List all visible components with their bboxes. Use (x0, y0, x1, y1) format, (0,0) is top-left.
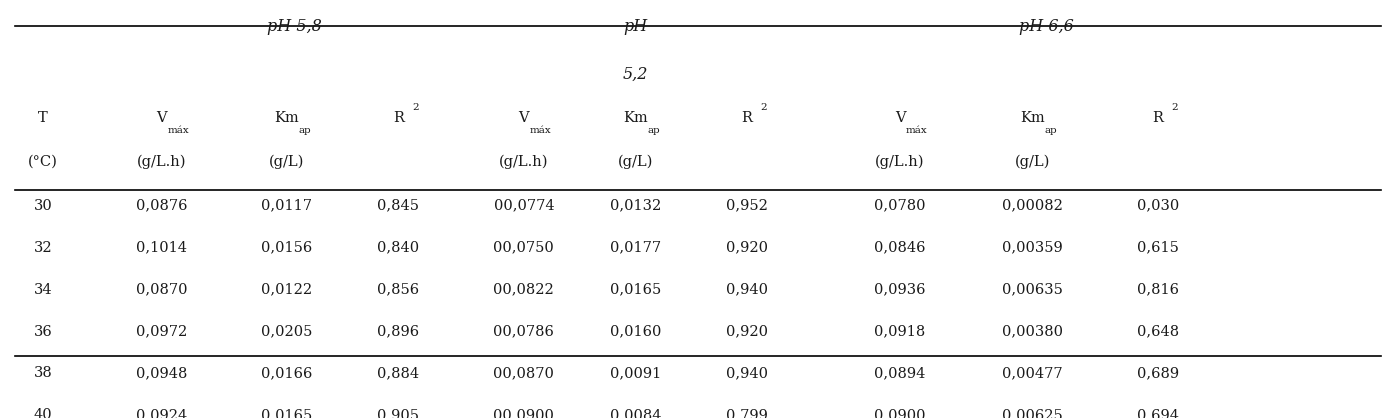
Text: pH: pH (623, 18, 648, 36)
Text: R: R (1152, 111, 1163, 125)
Text: 2: 2 (412, 103, 419, 112)
Text: ap: ap (1044, 126, 1057, 135)
Text: R: R (394, 111, 403, 125)
Text: 0,0117: 0,0117 (261, 199, 313, 213)
Text: 0,0084: 0,0084 (610, 408, 662, 418)
Text: 2: 2 (1171, 103, 1178, 112)
Text: máx: máx (529, 126, 551, 135)
Text: (g/L.h): (g/L.h) (875, 155, 924, 169)
Text: (g/L.h): (g/L.h) (137, 155, 186, 169)
Text: 0,030: 0,030 (1136, 199, 1178, 213)
Text: (g/L): (g/L) (1015, 155, 1050, 169)
Text: ap: ap (299, 126, 311, 135)
Text: 0,00477: 0,00477 (1002, 367, 1062, 380)
Text: 0,0972: 0,0972 (135, 324, 187, 339)
Text: 00,0822: 00,0822 (493, 283, 554, 296)
Text: 0,00359: 0,00359 (1002, 241, 1062, 255)
Text: 0,920: 0,920 (726, 241, 768, 255)
Text: 0,884: 0,884 (377, 367, 420, 380)
Text: 30: 30 (34, 199, 53, 213)
Text: R: R (741, 111, 752, 125)
Text: 40: 40 (34, 408, 53, 418)
Text: 0,905: 0,905 (377, 408, 419, 418)
Text: 32: 32 (34, 241, 53, 255)
Text: 0,694: 0,694 (1136, 408, 1178, 418)
Text: 0,0156: 0,0156 (261, 241, 313, 255)
Text: 0,940: 0,940 (726, 283, 768, 296)
Text: 0,0166: 0,0166 (261, 367, 313, 380)
Text: 0,0165: 0,0165 (261, 408, 313, 418)
Text: 00,0870: 00,0870 (493, 367, 554, 380)
Text: pH 6,6: pH 6,6 (1019, 18, 1074, 36)
Text: 0,845: 0,845 (377, 199, 419, 213)
Text: 0,0091: 0,0091 (610, 367, 660, 380)
Text: Km: Km (623, 111, 648, 125)
Text: V: V (518, 111, 529, 125)
Text: 00,0750: 00,0750 (493, 241, 554, 255)
Text: 0,00635: 0,00635 (1002, 283, 1062, 296)
Text: 0,0924: 0,0924 (135, 408, 187, 418)
Text: (g/L.h): (g/L.h) (500, 155, 549, 169)
Text: Km: Km (275, 111, 299, 125)
Text: máx: máx (906, 126, 927, 135)
Text: 00,0786: 00,0786 (493, 324, 554, 339)
Text: 0,840: 0,840 (377, 241, 420, 255)
Text: 0,940: 0,940 (726, 367, 768, 380)
Text: 38: 38 (34, 367, 53, 380)
Text: V: V (156, 111, 168, 125)
Text: 2: 2 (761, 103, 766, 112)
Text: 0,0122: 0,0122 (261, 283, 313, 296)
Text: 0,0918: 0,0918 (874, 324, 926, 339)
Text: 0,0160: 0,0160 (610, 324, 660, 339)
Text: 0,00625: 0,00625 (1002, 408, 1062, 418)
Text: (g/L): (g/L) (617, 155, 653, 169)
Text: 0,896: 0,896 (377, 324, 420, 339)
Text: 0,0165: 0,0165 (610, 283, 660, 296)
Text: 0,615: 0,615 (1136, 241, 1178, 255)
Text: pH 5,8: pH 5,8 (267, 18, 321, 36)
Text: 34: 34 (34, 283, 53, 296)
Text: 5,2: 5,2 (623, 66, 648, 83)
Text: 0,0894: 0,0894 (874, 367, 926, 380)
Text: 0,0876: 0,0876 (135, 199, 187, 213)
Text: 0,0948: 0,0948 (135, 367, 187, 380)
Text: 36: 36 (34, 324, 53, 339)
Text: 0,648: 0,648 (1136, 324, 1178, 339)
Text: ap: ap (648, 126, 660, 135)
Text: 0,0900: 0,0900 (874, 408, 926, 418)
Text: 0,856: 0,856 (377, 283, 420, 296)
Text: 0,0846: 0,0846 (874, 241, 926, 255)
Text: T: T (38, 111, 47, 125)
Text: 0,0780: 0,0780 (874, 199, 926, 213)
Text: (g/L): (g/L) (269, 155, 304, 169)
Text: 0,689: 0,689 (1136, 367, 1178, 380)
Text: 0,920: 0,920 (726, 324, 768, 339)
Text: V: V (895, 111, 906, 125)
Text: 0,799: 0,799 (726, 408, 768, 418)
Text: máx: máx (168, 126, 188, 135)
Text: 0,952: 0,952 (726, 199, 768, 213)
Text: 0,00380: 0,00380 (1002, 324, 1062, 339)
Text: 0,816: 0,816 (1136, 283, 1178, 296)
Text: Km: Km (1020, 111, 1044, 125)
Text: (°C): (°C) (28, 155, 59, 169)
Text: 0,00082: 0,00082 (1002, 199, 1062, 213)
Text: 0,0870: 0,0870 (135, 283, 187, 296)
Text: 0,0936: 0,0936 (874, 283, 926, 296)
Text: 0,0177: 0,0177 (610, 241, 660, 255)
Text: 0,1014: 0,1014 (135, 241, 187, 255)
Text: 00,0774: 00,0774 (494, 199, 554, 213)
Text: 0,0205: 0,0205 (261, 324, 313, 339)
Text: 00,0900: 00,0900 (493, 408, 554, 418)
Text: 0,0132: 0,0132 (610, 199, 660, 213)
